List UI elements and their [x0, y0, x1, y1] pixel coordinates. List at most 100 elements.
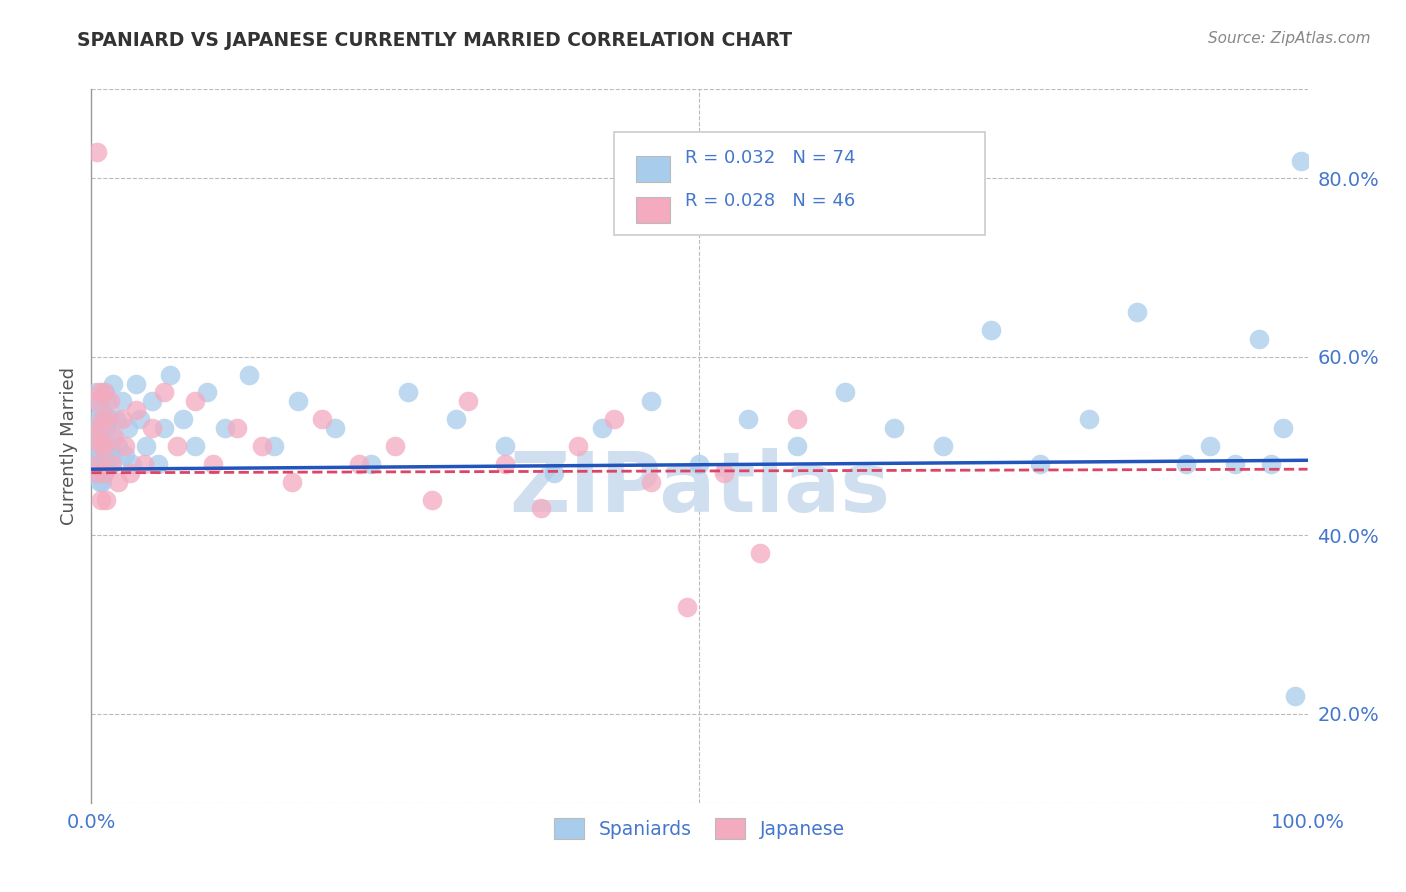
- Point: [1126, 305, 1149, 319]
- Point: [384, 439, 406, 453]
- Point: [640, 394, 662, 409]
- Point: [125, 403, 148, 417]
- Point: [494, 439, 516, 453]
- Point: [87, 457, 110, 471]
- Point: [530, 501, 553, 516]
- Point: [1029, 457, 1052, 471]
- Point: [94, 385, 117, 400]
- Point: [86, 466, 108, 480]
- Point: [676, 599, 699, 614]
- Point: [121, 457, 143, 471]
- Point: [107, 439, 129, 453]
- Point: [135, 439, 157, 453]
- Point: [96, 412, 118, 426]
- Legend: Spaniards, Japanese: Spaniards, Japanese: [547, 810, 852, 847]
- Point: [396, 385, 419, 400]
- Point: [94, 457, 117, 471]
- Text: ZIPatlas: ZIPatlas: [509, 449, 890, 529]
- Point: [159, 368, 181, 382]
- Point: [360, 457, 382, 471]
- Y-axis label: Currently Married: Currently Married: [59, 367, 77, 525]
- Point: [86, 466, 108, 480]
- Point: [93, 385, 115, 400]
- Point: [420, 492, 443, 507]
- Point: [195, 385, 218, 400]
- Point: [91, 421, 114, 435]
- Point: [153, 385, 176, 400]
- Point: [111, 394, 134, 409]
- Text: Source: ZipAtlas.com: Source: ZipAtlas.com: [1208, 31, 1371, 46]
- Point: [311, 412, 333, 426]
- Point: [86, 412, 108, 426]
- Point: [90, 403, 112, 417]
- Point: [347, 457, 370, 471]
- Point: [101, 457, 124, 471]
- Point: [172, 412, 194, 426]
- Point: [114, 439, 136, 453]
- Point: [103, 448, 125, 462]
- Point: [883, 421, 905, 435]
- Point: [117, 421, 139, 435]
- Point: [166, 439, 188, 453]
- Point: [1284, 689, 1306, 703]
- Text: R = 0.028   N = 46: R = 0.028 N = 46: [685, 193, 855, 211]
- Point: [120, 466, 142, 480]
- Point: [786, 439, 808, 453]
- Point: [238, 368, 260, 382]
- Point: [114, 448, 136, 462]
- Point: [84, 394, 107, 409]
- Point: [91, 475, 114, 489]
- Point: [567, 439, 589, 453]
- Point: [125, 376, 148, 391]
- Point: [591, 421, 613, 435]
- Point: [84, 430, 107, 444]
- Point: [148, 457, 170, 471]
- Point: [132, 457, 155, 471]
- Point: [281, 475, 304, 489]
- Point: [287, 394, 309, 409]
- Point: [1291, 153, 1313, 168]
- Point: [834, 385, 856, 400]
- Point: [96, 394, 118, 409]
- Point: [90, 492, 112, 507]
- Point: [87, 421, 110, 435]
- Point: [713, 466, 735, 480]
- Text: R = 0.032   N = 74: R = 0.032 N = 74: [685, 150, 855, 168]
- Point: [543, 466, 565, 480]
- FancyBboxPatch shape: [637, 196, 671, 223]
- Point: [91, 412, 114, 426]
- Point: [603, 412, 626, 426]
- Point: [94, 421, 117, 435]
- Point: [214, 421, 236, 435]
- Point: [184, 439, 207, 453]
- Point: [100, 457, 122, 471]
- Point: [1223, 457, 1246, 471]
- Point: [737, 412, 759, 426]
- Point: [457, 394, 479, 409]
- Point: [90, 439, 112, 453]
- Point: [93, 439, 115, 453]
- Point: [141, 394, 163, 409]
- Point: [202, 457, 225, 471]
- Point: [786, 412, 808, 426]
- Point: [688, 457, 710, 471]
- Point: [444, 412, 467, 426]
- Point: [1175, 457, 1198, 471]
- Point: [87, 394, 110, 409]
- Point: [1272, 421, 1295, 435]
- Point: [84, 457, 107, 471]
- Point: [101, 430, 124, 444]
- Point: [1077, 412, 1099, 426]
- Point: [107, 475, 129, 489]
- Point: [94, 448, 117, 462]
- Point: [1260, 457, 1282, 471]
- Point: [93, 466, 115, 480]
- Point: [94, 492, 117, 507]
- Point: [153, 421, 176, 435]
- Point: [98, 394, 121, 409]
- Point: [1247, 332, 1270, 346]
- Point: [226, 421, 249, 435]
- Point: [931, 439, 953, 453]
- Point: [94, 439, 117, 453]
- Point: [93, 412, 115, 426]
